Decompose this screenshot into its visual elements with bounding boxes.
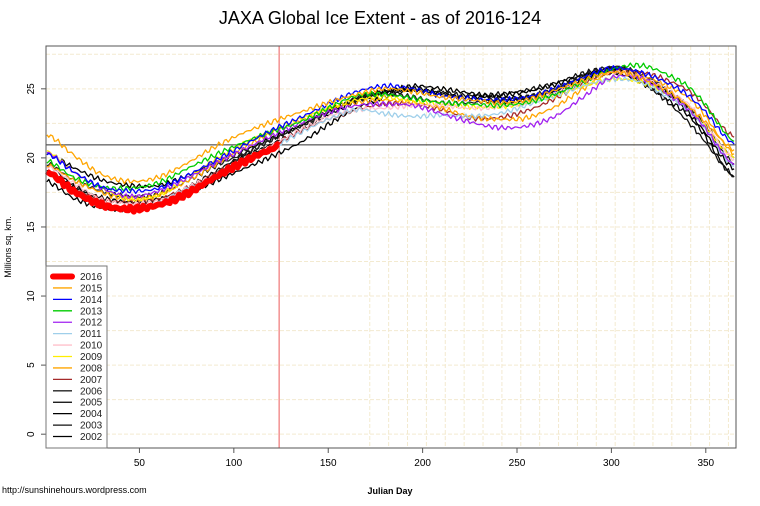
y-axis-label: Millions sq. km. (3, 216, 13, 278)
y-tick-label: 5 (26, 362, 37, 368)
legend-item-2006: 2006 (53, 386, 103, 397)
series-line-2005 (46, 66, 735, 190)
chart-title: JAXA Global Ice Extent - as of 2016-124 (219, 8, 541, 28)
legend-label: 2007 (80, 375, 103, 386)
series-line-2015 (46, 70, 735, 185)
grid (46, 46, 736, 448)
legend-item-2016: 2016 (50, 272, 103, 283)
legend-item-2007: 2007 (53, 375, 103, 386)
x-tick-label: 100 (225, 458, 242, 469)
legend-label: 2009 (80, 352, 103, 363)
y-tick-label: 15 (26, 221, 37, 233)
x-tick-label: 200 (414, 458, 431, 469)
legend-item-2004: 2004 (53, 409, 103, 420)
series-line-2013 (46, 62, 735, 192)
x-tick-label: 50 (134, 458, 146, 469)
series-line-2012 (46, 74, 735, 200)
x-tick-label: 150 (320, 458, 337, 469)
series-line-2016 (45, 141, 281, 215)
x-axis-label: Julian Day (367, 486, 412, 496)
legend-item-2008: 2008 (53, 363, 103, 374)
legend: 2016201520142013201220112010200920082007… (45, 265, 108, 449)
legend-label: 2013 (80, 306, 103, 317)
legend-item-2005: 2005 (53, 398, 103, 409)
legend-label: 2010 (80, 341, 103, 352)
legend-label: 2002 (80, 432, 103, 443)
x-tick-label: 350 (697, 458, 714, 469)
legend-label: 2003 (80, 421, 103, 432)
footer-url: http://sunshinehours.wordpress.com (2, 485, 147, 495)
legend-label: 2005 (80, 398, 103, 409)
y-tick-label: 0 (26, 431, 37, 437)
x-axis: 50 100 150 200 250 300 350 (134, 448, 715, 469)
x-tick-label: 250 (509, 458, 526, 469)
legend-item-2011: 2011 (53, 329, 102, 340)
legend-item-2012: 2012 (53, 318, 103, 329)
x-tick-label: 300 (603, 458, 620, 469)
legend-item-2015: 2015 (53, 283, 103, 294)
legend-label: 2014 (80, 295, 103, 306)
legend-label: 2008 (80, 363, 103, 374)
legend-label: 2004 (80, 409, 103, 420)
legend-item-2002: 2002 (53, 432, 103, 443)
y-tick-label: 25 (26, 83, 37, 95)
legend-label: 2015 (80, 283, 103, 294)
y-tick-label: 10 (26, 290, 37, 302)
legend-label: 2012 (80, 318, 103, 329)
legend-item-2010: 2010 (53, 341, 103, 352)
series-lines (45, 62, 735, 215)
legend-item-2014: 2014 (53, 295, 103, 306)
legend-item-2013: 2013 (53, 306, 103, 317)
y-tick-label: 20 (26, 152, 37, 164)
legend-item-2009: 2009 (53, 352, 103, 363)
plot-frame (45, 45, 737, 449)
series-line-2009 (46, 76, 735, 203)
legend-item-2003: 2003 (53, 421, 103, 432)
legend-label: 2011 (80, 329, 102, 340)
legend-label: 2016 (80, 272, 103, 283)
reference-lines (46, 46, 736, 448)
series-line-2004 (46, 65, 735, 206)
y-axis: 0 5 10 15 20 25 (26, 83, 46, 437)
series-line-2014 (46, 65, 735, 195)
legend-label: 2006 (80, 386, 103, 397)
